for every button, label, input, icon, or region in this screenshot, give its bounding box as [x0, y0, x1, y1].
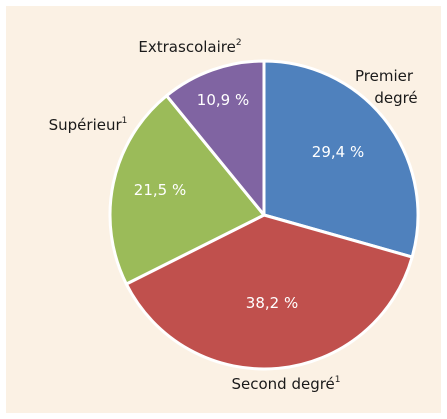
slice-superieur — [108, 94, 266, 286]
value-label-premier: 29,4 % — [312, 143, 364, 161]
category-label-superieur: Supérieur1 — [49, 116, 128, 134]
value-label-superieur: 21,5 % — [134, 181, 186, 199]
slice-extrascolaire — [165, 59, 266, 217]
slice-second-degre — [124, 213, 414, 371]
slice-premier-degre — [262, 59, 420, 259]
category-label-second: Second degré1 — [231, 375, 340, 393]
value-label-second: 38,2 % — [246, 294, 298, 312]
category-label-extrascolaire: Extrascolaire2 — [138, 38, 241, 56]
category-label-premier-line1: Premier — [355, 67, 414, 85]
category-label-premier-line2: degré — [374, 89, 417, 107]
value-label-extrascolaire: 10,9 % — [197, 91, 249, 109]
